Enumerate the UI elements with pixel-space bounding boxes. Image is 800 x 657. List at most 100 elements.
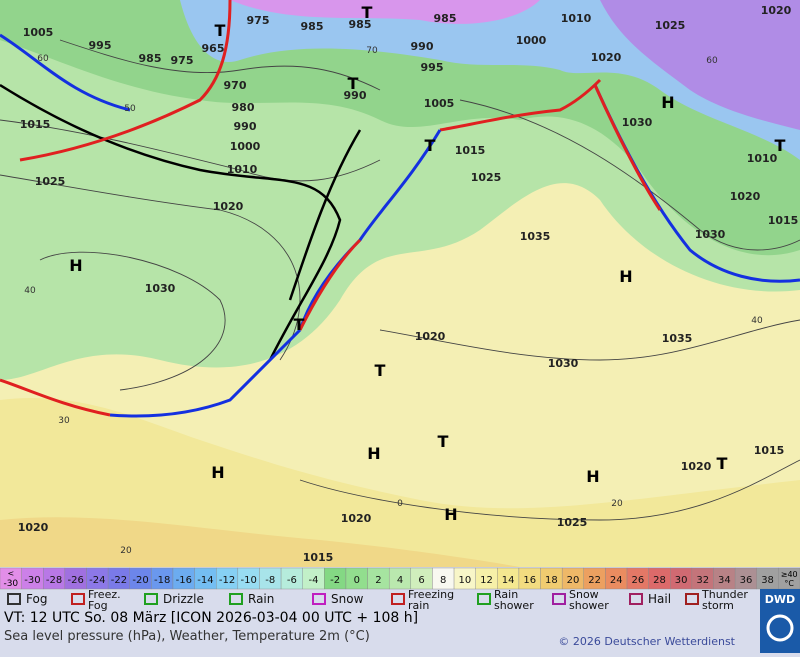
trough-line: [0, 83, 342, 361]
temperature-scale: <-30 -30 -28 -26 -24 -22 -20 -18 -16 -14 -12 -10 -8-…: [0, 567, 800, 590]
pressure-center: T: [375, 361, 386, 380]
symbol-label: Thunder storm: [701, 588, 748, 612]
symbol-icon: [312, 593, 326, 605]
isobar-label: 995: [421, 61, 444, 74]
isobar-label: 1035: [662, 332, 693, 345]
isobar-label: 1015: [303, 551, 334, 564]
isobar-label: 980: [232, 101, 255, 114]
logo-icon: [766, 614, 794, 642]
pressure-center: T: [294, 315, 305, 334]
valid-time: VT: 12 UTC So. 08 März [ICON 2026-03-04 …: [4, 610, 418, 626]
isobars: [0, 39, 800, 521]
scale-label: -18: [154, 575, 170, 586]
scale-label: 6: [418, 575, 424, 586]
isobar-label: 1010: [227, 163, 258, 176]
scale-label: 12: [480, 575, 493, 586]
symbol-icon: [391, 593, 405, 605]
isotherm-label: 30: [58, 416, 70, 426]
scale-label: 28: [653, 575, 666, 586]
isobar-label: 1035: [520, 230, 551, 243]
isobar-label: 1015: [768, 214, 799, 227]
isobar-label: 1020: [761, 4, 792, 17]
isobar-label: 1030: [622, 116, 653, 129]
isobar-label: 970: [224, 79, 247, 92]
isobar-label: 1030: [548, 357, 579, 370]
isobar-label: 1025: [655, 19, 686, 32]
fronts: [0, 0, 800, 418]
isobar-label: 1030: [145, 282, 176, 295]
scale-label: 38: [761, 575, 774, 586]
map-background: [0, 0, 800, 567]
symbol-label-line: Fog: [88, 599, 108, 612]
scale-label: 10: [458, 575, 471, 586]
isobar-label: 990: [344, 89, 367, 102]
scale-label: 16: [523, 575, 536, 586]
scale-label: 26: [631, 575, 644, 586]
isobar-label: 1025: [35, 175, 66, 188]
pressure-center: T: [438, 432, 449, 451]
weather-symbols: Fog Freez. Fog Drizzle Rain Snow Freezing rainR…: [7, 588, 748, 612]
isobar-label: 985: [301, 20, 324, 33]
scale-label: 32: [696, 575, 709, 586]
scale-label: 20: [567, 575, 580, 586]
symbol-label-line: Rain: [494, 588, 518, 601]
isobar-label: 1000: [230, 140, 261, 153]
isobar-label: 985: [349, 18, 372, 31]
isotherm-label: 50: [124, 104, 136, 114]
copyright: © 2026 Deutscher Wetterdienst: [558, 635, 735, 648]
pressure-center: T: [775, 136, 786, 155]
symbol-label: Freezing rain: [408, 588, 454, 612]
isobar-label: 1020: [341, 512, 372, 525]
scale-label: 24: [610, 575, 623, 586]
pressure-center: T: [717, 454, 728, 473]
symbol-icon: [685, 593, 699, 605]
isobar-label: 1025: [471, 171, 502, 184]
scale-label: -20: [132, 575, 148, 586]
symbol-label-line: rain: [408, 599, 429, 612]
scale-label: 34: [718, 575, 731, 586]
pressure-center: T: [425, 136, 436, 155]
isotherm-label: 40: [751, 316, 763, 326]
isobar-label: 985: [434, 12, 457, 25]
symbol-label: Freez. Fog: [88, 588, 121, 612]
isotherm-label: 20: [611, 499, 623, 509]
scale-label: 2: [375, 575, 381, 586]
isobar-label: 985: [139, 52, 162, 65]
symbol-label-line: Thunder: [701, 588, 748, 601]
scale-label: °C: [784, 579, 794, 588]
scale-label: -16: [176, 575, 192, 586]
isobar-label: 1025: [557, 516, 588, 529]
symbol-icon: [477, 593, 491, 605]
trough-line: [288, 129, 362, 301]
isobar-label: 965: [202, 42, 225, 55]
pressure-center: T: [348, 74, 359, 93]
isobar-label: 990: [411, 40, 434, 53]
symbol-label-line: Freez.: [88, 588, 121, 601]
scale-label: 0: [354, 575, 360, 586]
scale-label: 4: [397, 575, 403, 586]
scale-label: -24: [89, 575, 105, 586]
scale-label: ≥40: [781, 570, 798, 579]
scale-label: -30: [3, 579, 18, 589]
scale-label: -22: [111, 575, 127, 586]
symbol-icon: [71, 593, 85, 605]
symbol-icon: [552, 593, 566, 605]
symbol-label: Snow shower: [569, 588, 609, 612]
map-labels: 1005 995 985 975 965 975 985 985 985 1010 1025 1020…: [18, 3, 799, 564]
symbol-label-line: shower: [569, 599, 609, 612]
scale-label: 14: [502, 575, 515, 586]
scale-label: -26: [68, 575, 84, 586]
scale-label: -6: [287, 575, 297, 586]
scale-label: -10: [240, 575, 256, 586]
isobar-label: 990: [234, 120, 257, 133]
isobar-label: 995: [89, 39, 112, 52]
pressure-center: H: [69, 256, 82, 275]
symbol-label: Rain: [248, 592, 274, 606]
symbol-icon: [7, 593, 21, 605]
symbol-icon: [144, 593, 158, 605]
symbol-label: Hail: [648, 592, 671, 606]
isobar-label: 1030: [695, 228, 726, 241]
scale-label: -2: [330, 575, 340, 586]
isobar-label: 1010: [561, 12, 592, 25]
isobar-label: 1015: [20, 118, 51, 131]
